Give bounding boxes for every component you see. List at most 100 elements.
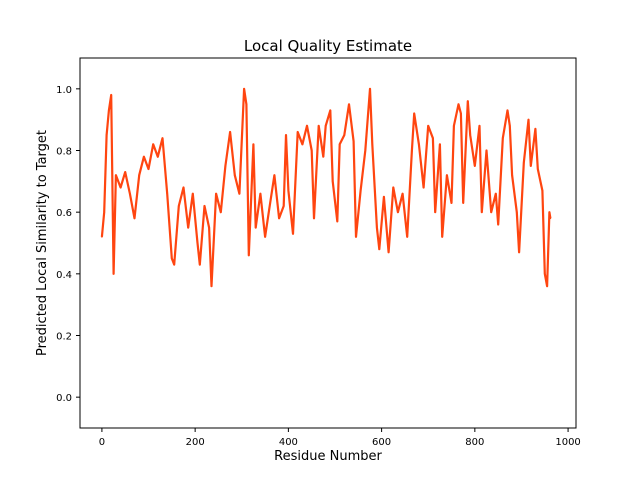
data-point — [352, 140, 355, 143]
data-point — [413, 112, 416, 115]
data-point — [446, 174, 448, 176]
data-point — [119, 186, 122, 189]
data-point — [369, 88, 371, 90]
data-point — [101, 236, 103, 238]
data-point — [411, 149, 413, 152]
data-point — [264, 236, 266, 238]
data-point — [364, 149, 367, 152]
data-point — [245, 103, 248, 106]
data-point — [518, 251, 520, 254]
data-point — [401, 192, 404, 195]
data-point — [161, 137, 164, 139]
data-point — [171, 257, 173, 260]
data-point — [522, 162, 525, 164]
x-tick-label: 200 — [186, 437, 205, 448]
y-tick-label: 0.6 — [56, 208, 72, 219]
data-point — [110, 94, 113, 96]
x-tick-label: 400 — [279, 437, 298, 448]
data-point — [313, 217, 315, 220]
data-point — [243, 88, 245, 90]
y-tick-label: 0.4 — [56, 270, 72, 281]
data-point — [296, 131, 299, 133]
data-point — [485, 149, 488, 152]
data-point — [203, 205, 206, 207]
data-point — [252, 143, 255, 146]
chart-title: Local Quality Estimate — [244, 37, 412, 55]
data-point — [192, 192, 194, 195]
data-point — [457, 103, 460, 106]
data-point — [282, 205, 285, 207]
y-tick-label: 0.2 — [56, 332, 72, 343]
y-tick-label: 0.8 — [56, 147, 72, 158]
data-point — [268, 205, 271, 207]
data-point — [490, 211, 492, 213]
data-point — [331, 180, 334, 183]
data-point — [306, 125, 308, 127]
data-point — [509, 125, 511, 127]
data-point — [173, 263, 175, 266]
data-point — [441, 236, 444, 238]
data-point — [462, 202, 464, 204]
data-point — [166, 192, 168, 195]
data-point — [529, 165, 532, 167]
data-point — [108, 109, 110, 112]
data-point — [392, 186, 395, 189]
data-point — [378, 248, 381, 250]
data-point — [147, 168, 150, 170]
data-point — [138, 174, 141, 176]
data-point — [548, 211, 551, 213]
data-point — [224, 165, 227, 167]
data-point — [238, 192, 241, 195]
data-point — [511, 174, 513, 176]
data-point — [208, 226, 210, 229]
data-point — [292, 232, 294, 235]
data-point — [439, 143, 441, 146]
data-point — [215, 192, 217, 195]
data-point — [329, 109, 332, 112]
data-point — [397, 211, 399, 213]
data-point — [371, 143, 374, 146]
data-point — [310, 149, 313, 152]
data-point — [105, 134, 108, 136]
data-point — [541, 189, 544, 192]
series-layer — [100, 87, 552, 288]
data-point — [478, 125, 481, 127]
data-point — [536, 168, 539, 170]
data-point — [152, 143, 154, 146]
data-point — [336, 220, 339, 223]
x-tick-label: 800 — [465, 437, 484, 448]
data-point — [196, 242, 199, 244]
x-tick-label: 0 — [99, 437, 105, 448]
data-point — [549, 217, 552, 220]
data-point — [359, 189, 362, 192]
data-point — [418, 143, 420, 146]
data-point — [124, 171, 127, 173]
data-point — [343, 134, 346, 136]
data-point — [453, 125, 455, 127]
data-point — [112, 273, 115, 275]
data-point — [219, 211, 222, 213]
data-point — [133, 217, 136, 220]
data-point — [474, 165, 476, 167]
data-point — [233, 174, 236, 176]
data-point — [467, 100, 469, 102]
data-point — [481, 211, 483, 213]
data-point — [187, 226, 189, 229]
y-axis: 0.0 0.2 0.4 0.6 0.8 1.0 — [56, 85, 80, 404]
data-point — [278, 217, 280, 220]
plot-frame — [79, 57, 577, 429]
x-axis-label: Residue Number — [274, 449, 382, 464]
data-point — [285, 134, 287, 136]
x-tick-label: 1000 — [555, 437, 580, 448]
x-axis: 0 200 400 600 800 1000 — [99, 428, 581, 448]
data-point — [143, 155, 145, 158]
data-point — [376, 226, 378, 229]
data-point — [115, 174, 117, 176]
data-point — [546, 285, 548, 287]
data-point — [210, 285, 213, 287]
data-point — [247, 254, 250, 257]
data-point — [427, 125, 430, 127]
series-line-local-quality — [100, 87, 552, 288]
y-axis-label: Predicted Local Similarity to Target — [35, 130, 50, 356]
